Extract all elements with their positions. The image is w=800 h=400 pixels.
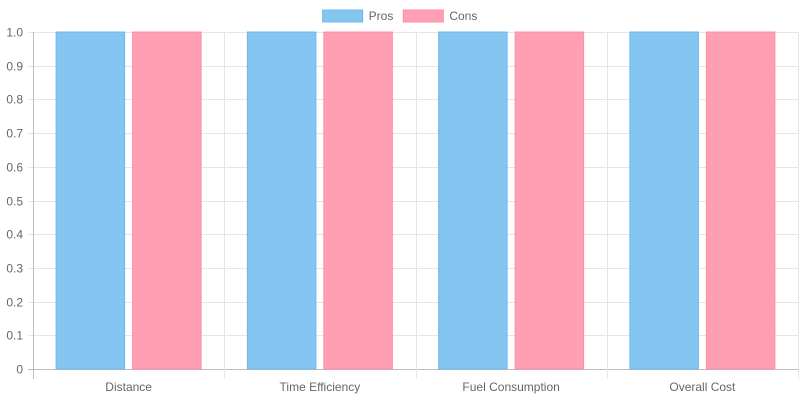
- bar-pros: [55, 31, 126, 370]
- bar-cons: [132, 31, 202, 370]
- bar-pros: [246, 31, 317, 370]
- axes: 0 0.1 0.2 0.3 0.4 0.5 0.6 0.7 0.8 0.9 1.0 Distance T…: [6, 26, 736, 395]
- y-tick-label: 0.9: [6, 60, 23, 74]
- y-tick-label: 0.6: [6, 161, 23, 175]
- bar-pros: [629, 31, 699, 370]
- y-tick-label: 0.8: [6, 93, 23, 107]
- bar-cons: [705, 31, 776, 370]
- y-tick-label: 0.5: [6, 195, 23, 209]
- y-tick-label: 0.2: [6, 296, 23, 310]
- x-tick-label: Distance: [105, 380, 152, 394]
- y-tick-label: 0.3: [6, 262, 23, 276]
- y-tick-label: 0.1: [6, 329, 23, 343]
- bar-pros: [438, 31, 508, 370]
- y-tick-label: 0: [16, 363, 23, 377]
- legend-swatch-pros[interactable]: [322, 9, 364, 23]
- y-tick-label: 0.4: [6, 228, 23, 242]
- bars: [55, 31, 776, 370]
- x-tick-label: Overall Cost: [669, 380, 736, 394]
- legend: Pros Cons: [322, 9, 477, 23]
- legend-swatch-cons[interactable]: [402, 9, 444, 23]
- bar-cons: [514, 31, 585, 370]
- bar-cons: [323, 31, 393, 370]
- legend-label-cons[interactable]: Cons: [449, 9, 477, 23]
- x-tick-label: Fuel Consumption: [462, 380, 559, 394]
- y-tick-label: 1.0: [6, 26, 23, 40]
- x-tick-label: Time Efficiency: [280, 380, 361, 394]
- legend-label-pros[interactable]: Pros: [369, 9, 394, 23]
- y-tick-label: 0.7: [6, 127, 23, 141]
